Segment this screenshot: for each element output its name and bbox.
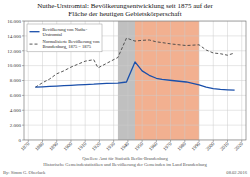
y-tick-label: 6.000	[10, 93, 22, 98]
author-note: By: Simm G. Oberlack	[3, 170, 46, 175]
x-tick-label: 1950	[134, 141, 145, 152]
legend-label: Bevölkerung von Nuthe-Urstromtal	[43, 27, 88, 37]
y-tick	[22, 95, 24, 96]
grid-line-x	[142, 21, 143, 140]
grid-line-y	[24, 110, 246, 111]
y-tick	[22, 65, 24, 66]
y-tick-label: 14.000	[7, 34, 21, 39]
grid-line-x	[241, 21, 242, 140]
plot-area	[24, 21, 246, 140]
legend: Bevölkerung von Nuthe-Urstromtal Normalis…	[27, 24, 102, 52]
grid-line-x	[199, 21, 200, 140]
x-tick-label: 1880	[34, 141, 45, 152]
grid-line-y	[24, 80, 246, 81]
y-tick-label: 0	[19, 138, 22, 143]
y-tick	[22, 35, 24, 36]
x-tick-label: 2020	[233, 141, 244, 152]
x-tick-label: 1970	[162, 141, 173, 152]
legend-label-line: Brandenburg, 1875 = 1875	[43, 44, 92, 50]
source-note: Quellen: Amt für Statistik Berlin-Brande…	[43, 156, 207, 167]
x-tick-label: 1920	[91, 141, 102, 152]
source-note-line: Quellen: Amt für Statistik Berlin-Brande…	[82, 156, 168, 161]
x-tick	[56, 140, 57, 142]
legend-label-line: Urstromtal	[43, 32, 63, 37]
x-tick-label: 1990	[191, 141, 202, 152]
y-tick-label: 10.000	[7, 63, 21, 68]
x-tick-label: 1960	[148, 141, 159, 152]
grid-line-x	[184, 21, 185, 140]
x-tick	[213, 140, 214, 142]
x-tick	[199, 140, 200, 142]
y-tick	[22, 50, 24, 51]
date-note: 08.02.2016	[226, 170, 247, 175]
grid-line-x	[156, 21, 157, 140]
date-note-line: 08.02.2016	[226, 170, 247, 175]
title-line: Fläche der heutigen Gebietskörperschaft	[68, 10, 181, 18]
title: Nuthe-Urstromtal: Bevölkerungsentwicklun…	[37, 2, 213, 18]
x-tick	[127, 140, 128, 142]
y-tick-label: 4.000	[10, 108, 22, 113]
x-tick	[99, 140, 100, 142]
legend-handle	[30, 44, 40, 45]
x-tick	[170, 140, 171, 142]
chart: 0 2.000 4.000 6.000 8.000 10.000 12.000 14.000 1…	[0, 0, 250, 177]
series-line	[35, 62, 234, 90]
x-tick	[156, 140, 157, 142]
x-tick-label: 1910	[77, 141, 88, 152]
grid-line-x	[113, 21, 114, 140]
x-tick	[85, 140, 86, 142]
source-note-line: Historische Gemeindestatistiken und Bevö…	[43, 162, 207, 167]
grid-line-x	[213, 21, 214, 140]
y-tick	[22, 80, 24, 81]
legend-frame	[27, 24, 102, 52]
grid-line-y	[24, 125, 246, 126]
x-tick-label: 1980	[176, 141, 187, 152]
x-tick	[227, 140, 228, 142]
plot-frame	[24, 21, 246, 140]
y-tick-label: 16.000	[7, 19, 21, 24]
x-tick	[113, 140, 114, 142]
axes: 0 2.000 4.000 6.000 8.000 10.000 12.000 14.000 1…	[7, 19, 244, 152]
background	[0, 0, 250, 177]
x-tick	[241, 140, 242, 142]
grid-line-y	[24, 65, 246, 66]
y-tick	[22, 140, 24, 141]
x-tick-label: 2010	[219, 141, 230, 152]
y-tick-label: 2.000	[10, 123, 22, 128]
x-tick-label: 1900	[63, 141, 74, 152]
author-note-line: By: Simm G. Oberlack	[3, 170, 46, 175]
x-tick	[70, 140, 71, 142]
y-tick	[22, 21, 24, 22]
x-tick-label: 1930	[105, 141, 116, 152]
y-tick	[22, 110, 24, 111]
x-tick-label: 1940	[119, 141, 130, 152]
x-tick	[28, 140, 29, 142]
x-tick-label: 1870	[20, 141, 31, 152]
legend-label: Normalisierte Bevölkerung vonBrandenburg…	[43, 39, 101, 50]
y-tick-label: 12.000	[7, 49, 21, 54]
y-tick-label: 8.000	[10, 78, 22, 83]
grid-line-x	[227, 21, 228, 140]
x-tick	[184, 140, 185, 142]
y-tick	[22, 125, 24, 126]
grid-line-y	[24, 95, 246, 96]
x-tick-label: 2000	[205, 141, 216, 152]
x-tick	[42, 140, 43, 142]
x-tick	[142, 140, 143, 142]
legend-handle	[30, 31, 40, 32]
x-tick-label: 1890	[48, 141, 59, 152]
